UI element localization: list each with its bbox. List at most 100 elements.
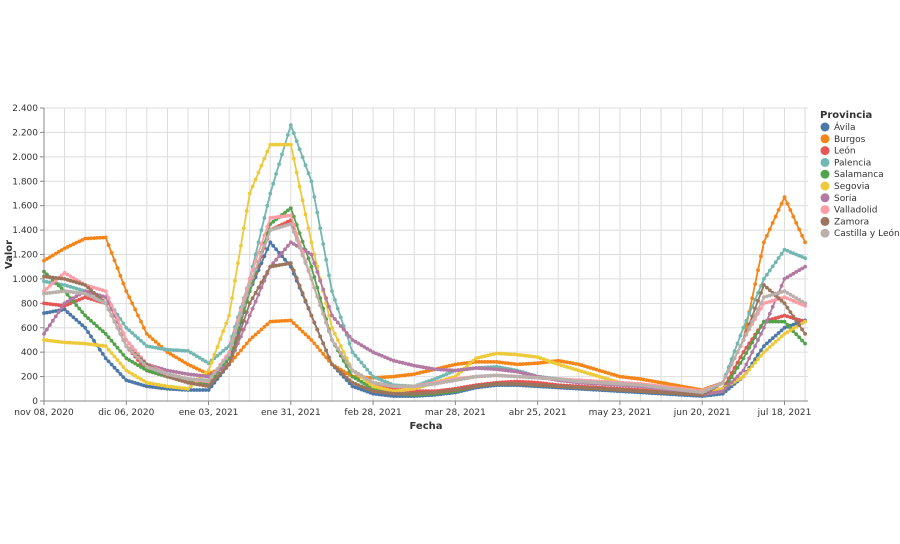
data-point	[86, 330, 90, 334]
data-point	[291, 229, 296, 234]
data-point	[244, 320, 249, 325]
data-point	[303, 249, 308, 253]
data-point	[656, 390, 660, 395]
data-point	[765, 347, 769, 352]
data-point	[183, 379, 187, 384]
data-point	[562, 359, 566, 364]
data-point	[735, 360, 740, 365]
data-point	[253, 177, 258, 182]
data-point	[773, 297, 778, 302]
data-point	[303, 261, 308, 266]
data-point	[371, 350, 375, 355]
data-point	[291, 321, 296, 326]
data-point	[656, 380, 660, 385]
data-point	[371, 380, 375, 385]
data-point	[100, 300, 105, 304]
data-point	[183, 376, 187, 381]
data-point	[770, 319, 775, 324]
data-point	[45, 286, 49, 291]
data-point	[720, 380, 725, 385]
x-tick-label: nov 08, 2020	[14, 408, 74, 418]
data-point	[544, 383, 549, 388]
data-point	[180, 348, 185, 353]
data-point	[497, 367, 502, 372]
data-point	[294, 139, 299, 144]
data-point	[233, 345, 237, 349]
data-point	[115, 358, 120, 362]
x-axis-title: Fecha	[409, 421, 442, 432]
data-point	[95, 324, 99, 328]
data-point	[341, 369, 346, 374]
data-point	[791, 322, 796, 327]
data-point	[71, 242, 76, 247]
data-point	[506, 382, 511, 386]
data-point	[92, 321, 96, 326]
data-point	[174, 377, 179, 382]
data-point	[315, 327, 320, 332]
data-point	[74, 294, 79, 299]
data-point	[759, 291, 763, 295]
data-point	[65, 299, 70, 304]
data-point	[456, 368, 461, 372]
data-point	[388, 391, 393, 396]
y-tick-label: 800	[21, 299, 38, 309]
data-point	[74, 303, 79, 307]
data-point	[300, 291, 305, 295]
y-tick-label: 2.000	[12, 153, 38, 163]
data-point	[788, 315, 793, 320]
data-point	[618, 374, 622, 379]
data-point	[127, 295, 132, 300]
data-point	[788, 208, 793, 212]
data-point	[767, 345, 772, 349]
data-point	[100, 352, 105, 356]
data-point	[762, 301, 766, 306]
data-point	[306, 256, 311, 261]
data-point	[200, 383, 205, 388]
gridlines	[43, 107, 808, 402]
data-point	[503, 368, 508, 373]
data-point	[776, 331, 781, 335]
data-point	[518, 353, 522, 357]
data-point	[697, 392, 702, 397]
data-point	[650, 390, 655, 394]
data-point	[762, 344, 766, 348]
data-point	[192, 352, 196, 357]
data-point	[318, 278, 323, 283]
data-point	[353, 370, 358, 375]
data-point	[615, 373, 619, 378]
data-point	[48, 302, 52, 306]
data-point	[333, 342, 337, 347]
data-point	[68, 301, 73, 306]
data-point	[359, 343, 364, 348]
data-point	[623, 375, 628, 380]
data-point	[186, 372, 190, 376]
data-point	[491, 360, 496, 364]
data-point	[397, 391, 402, 396]
data-point	[65, 245, 70, 249]
data-point	[597, 368, 602, 373]
data-point	[233, 332, 237, 337]
data-point	[253, 291, 258, 295]
data-point	[712, 390, 716, 395]
data-point	[271, 219, 276, 224]
data-point	[103, 356, 108, 361]
data-point	[333, 332, 337, 336]
data-point	[109, 338, 114, 343]
data-point	[218, 351, 223, 356]
data-point	[50, 253, 55, 258]
data-point	[794, 300, 799, 304]
data-point	[785, 275, 790, 280]
x-tick-label: ene 03, 2021	[179, 408, 239, 418]
data-point	[124, 344, 129, 348]
data-point	[133, 361, 138, 366]
data-point	[89, 297, 93, 301]
data-point	[344, 359, 349, 364]
data-point	[662, 386, 666, 390]
data-point	[233, 278, 237, 283]
data-point	[729, 384, 734, 389]
data-point	[144, 344, 149, 348]
data-point	[294, 324, 299, 328]
data-point	[168, 369, 173, 373]
data-point	[541, 383, 546, 388]
data-point	[518, 362, 522, 367]
